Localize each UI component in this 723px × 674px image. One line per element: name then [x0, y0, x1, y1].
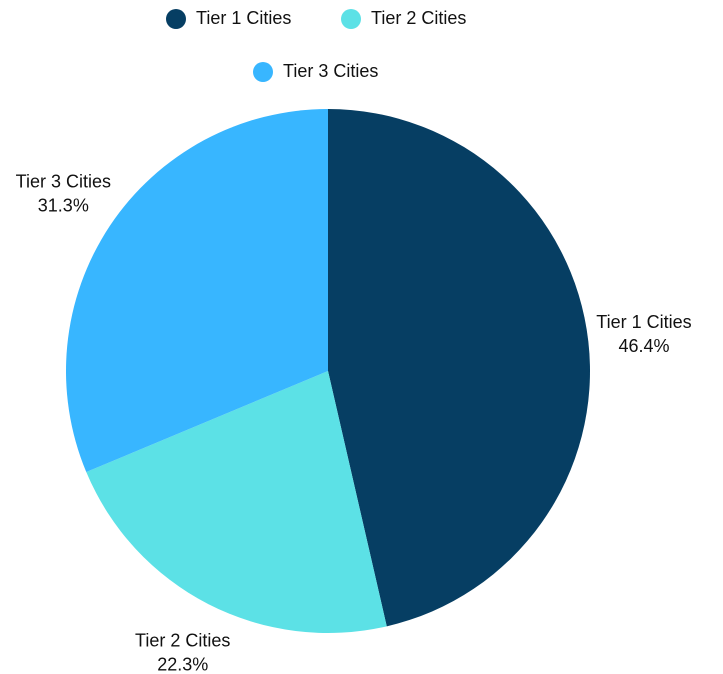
pie-slice — [328, 109, 591, 627]
legend-swatch — [253, 62, 273, 82]
slice-label: Tier 2 Cities — [135, 631, 230, 651]
legend-swatch — [166, 9, 186, 29]
pie-slice — [86, 371, 387, 633]
slice-value: 22.3% — [157, 655, 208, 674]
slice-value: 31.3% — [38, 195, 89, 215]
slice-value: 46.4% — [618, 336, 669, 356]
legend-label: Tier 2 Cities — [371, 8, 466, 28]
legend-label: Tier 1 Cities — [196, 8, 291, 28]
slice-label: Tier 3 Cities — [16, 171, 111, 191]
legend-swatch — [341, 9, 361, 29]
pie-slice — [65, 109, 328, 473]
slice-label: Tier 1 Cities — [596, 312, 691, 332]
legend-label: Tier 3 Cities — [283, 61, 378, 81]
